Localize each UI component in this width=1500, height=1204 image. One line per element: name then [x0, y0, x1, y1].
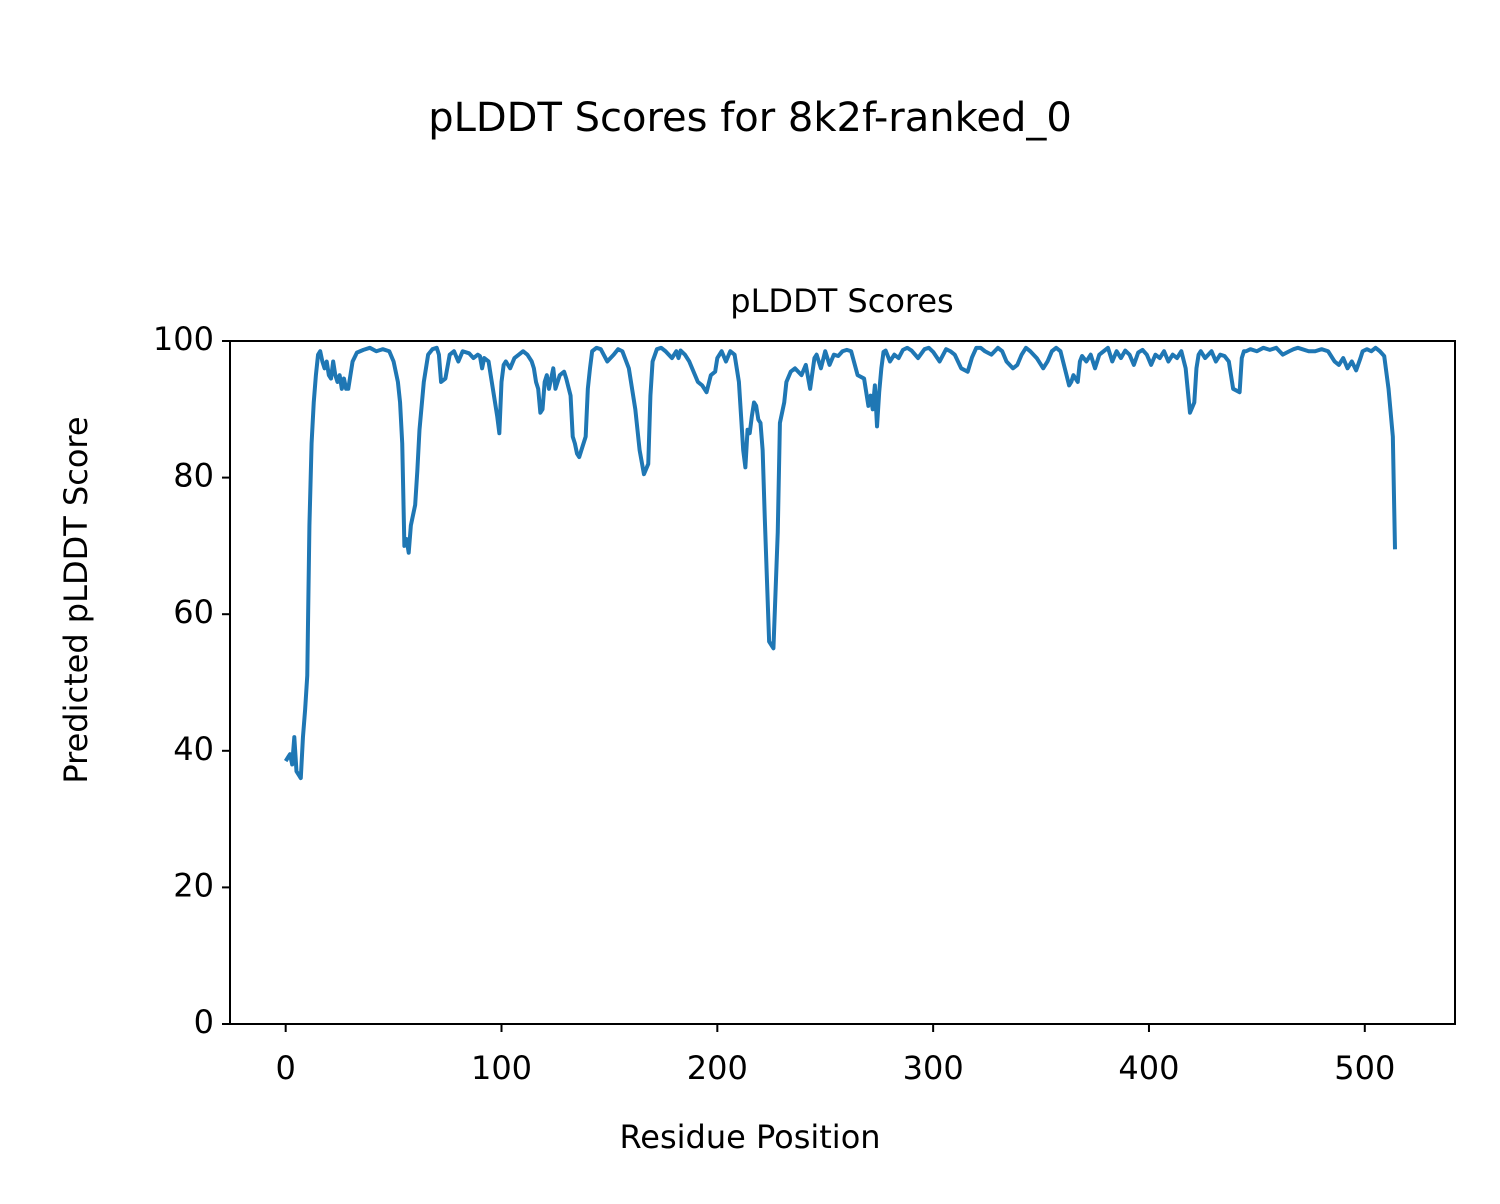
figure-title: pLDDT Scores for 8k2f-ranked_0: [428, 95, 1072, 141]
plot-frame: [229, 340, 1456, 1025]
x-tick-label: 200: [687, 1049, 748, 1087]
y-tick-label: 80: [173, 457, 214, 495]
x-tick-label: 100: [471, 1049, 532, 1087]
x-tick-label: 300: [903, 1049, 964, 1087]
axes-title: pLDDT Scores: [730, 282, 953, 320]
x-tick-label: 400: [1118, 1049, 1179, 1087]
data-line: [283, 345, 1397, 781]
x-tick-label: 0: [276, 1049, 296, 1087]
y-axis-label: Predicted pLDDT Score: [57, 416, 95, 783]
y-tick-label: 100: [153, 320, 214, 358]
y-tick-label: 60: [173, 593, 214, 631]
y-tick-label: 40: [173, 730, 214, 768]
y-tick-label: 0: [194, 1003, 214, 1041]
y-tick-label: 20: [173, 866, 214, 904]
x-tick-label: 500: [1334, 1049, 1395, 1087]
x-axis-label: Residue Position: [619, 1118, 880, 1156]
